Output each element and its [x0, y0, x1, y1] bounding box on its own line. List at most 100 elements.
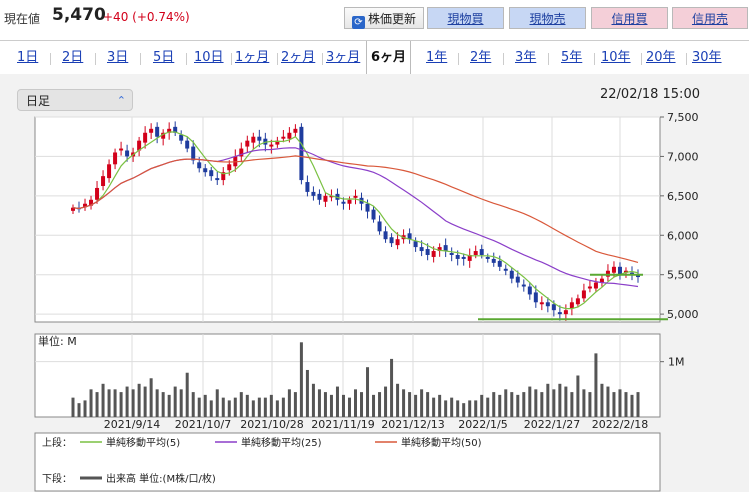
- candle-body: [563, 310, 568, 315]
- volume-bar: [137, 383, 141, 417]
- x-tick-label: 2021/10/7: [175, 418, 231, 431]
- refresh-price-button[interactable]: ⟳ 株価更新: [344, 7, 424, 29]
- tab-2d[interactable]: 2日: [62, 50, 84, 65]
- tab-2m[interactable]: 2ヶ月: [281, 50, 316, 65]
- volume-bar: [366, 367, 370, 417]
- cash-sell-button[interactable]: 現物売: [509, 7, 586, 29]
- volume-bar: [143, 386, 147, 417]
- chart-timestamp: 22/02/18 15:00: [600, 87, 700, 102]
- candle-body: [599, 278, 604, 283]
- tab-10d[interactable]: 10日: [194, 50, 224, 65]
- volume-bar: [131, 389, 135, 417]
- tab-3d[interactable]: 3日: [107, 50, 129, 65]
- volume-bar: [438, 394, 442, 417]
- candle-body: [557, 312, 562, 315]
- volume-bar: [263, 397, 267, 417]
- volume-bar: [167, 394, 171, 417]
- candle-body: [491, 258, 496, 263]
- current-price-label: 現在値: [4, 12, 41, 26]
- margin-buy-button[interactable]: 信用買: [591, 7, 668, 29]
- volume-bar: [534, 389, 538, 417]
- candle-body: [89, 199, 94, 206]
- candle-body: [185, 140, 190, 149]
- price-plot-area: [34, 116, 661, 323]
- margin-sell-button[interactable]: 信用売: [672, 7, 748, 29]
- volume-bar: [269, 394, 273, 417]
- interval-select[interactable]: 日足 ⌃: [17, 89, 133, 111]
- tab-6m[interactable]: 6ヶ月: [366, 41, 412, 75]
- volume-bar: [149, 378, 153, 417]
- volume-bar: [384, 386, 388, 417]
- volume-bar: [504, 389, 508, 417]
- candle-body: [551, 304, 556, 311]
- tab-5d[interactable]: 5日: [153, 50, 175, 65]
- volume-bar: [564, 386, 568, 417]
- interval-select-value: 日足: [26, 94, 51, 108]
- candle-body: [431, 251, 436, 257]
- x-tick-label: 2021/12/13: [381, 418, 444, 431]
- candle-body: [353, 195, 358, 198]
- chevron-updown-icon: ⌃: [116, 94, 126, 107]
- candle-body: [269, 144, 274, 147]
- x-tick-label: 2022/1/27: [524, 418, 580, 431]
- volume-bar: [95, 392, 99, 417]
- volume-bar: [179, 389, 183, 417]
- volume-bar: [209, 400, 213, 417]
- candle-body: [71, 207, 75, 211]
- candle-body: [281, 136, 286, 139]
- legend-box: [34, 432, 661, 492]
- tab-1d[interactable]: 1日: [17, 50, 39, 65]
- candle-body: [593, 282, 598, 289]
- volume-bar: [510, 392, 514, 417]
- header-bar: 現在値 5,470 +40 (+0.74%) ⟳ 株価更新 現物買 現物売 信用買…: [0, 0, 749, 36]
- tab-30y[interactable]: 30年: [692, 50, 722, 65]
- candle-body: [527, 286, 532, 295]
- candle-body: [455, 254, 460, 259]
- volume-bar: [119, 392, 123, 417]
- tab-2y[interactable]: 2年: [470, 50, 492, 65]
- candle-body: [497, 260, 502, 267]
- candle-body: [437, 247, 442, 252]
- tab-5y[interactable]: 5年: [561, 50, 583, 65]
- tab-3y[interactable]: 3年: [515, 50, 537, 65]
- volume-bar: [227, 400, 231, 417]
- candle-body: [521, 284, 526, 287]
- legend-ma-label: 単純移動平均(50): [401, 436, 482, 449]
- volume-bar: [71, 397, 75, 417]
- tab-1y[interactable]: 1年: [426, 50, 448, 65]
- candle-body: [257, 136, 262, 141]
- price-tick-label: 6,000: [667, 229, 699, 242]
- candle-body: [299, 126, 304, 181]
- volume-bar: [77, 403, 81, 417]
- price-tick-label: 6,500: [667, 190, 699, 203]
- candle-body: [239, 148, 244, 157]
- volume-bar: [456, 400, 460, 417]
- period-tabs: 1日 2日 3日 5日 10日 1ヶ月 2ヶ月 3ヶ月 6ヶ月 1年 2年 3年…: [0, 40, 749, 76]
- candle-body: [227, 164, 232, 171]
- price-tick-label: 7,000: [667, 150, 699, 163]
- volume-bar: [444, 400, 448, 417]
- volume-bar: [450, 397, 454, 417]
- tab-20y[interactable]: 20年: [646, 50, 676, 65]
- tab-1m[interactable]: 1ヶ月: [235, 50, 270, 65]
- candle-body: [161, 132, 166, 139]
- candle-body: [203, 168, 208, 173]
- volume-bar: [215, 389, 219, 417]
- candle-body: [173, 126, 178, 133]
- candle-body: [179, 134, 184, 141]
- candle-body: [293, 128, 298, 133]
- volume-bar: [305, 369, 309, 417]
- volume-bar: [372, 394, 376, 417]
- candle-body: [443, 245, 448, 252]
- cash-buy-button[interactable]: 現物買: [427, 7, 504, 29]
- volume-bar: [396, 383, 400, 417]
- volume-bar: [245, 394, 249, 417]
- volume-bar: [414, 394, 418, 417]
- tab-10y[interactable]: 10年: [601, 50, 631, 65]
- volume-bar: [107, 389, 111, 417]
- tab-3m[interactable]: 3ヶ月: [326, 50, 361, 65]
- volume-bar: [311, 383, 315, 417]
- volume-bar: [83, 400, 87, 417]
- volume-bar: [155, 389, 159, 417]
